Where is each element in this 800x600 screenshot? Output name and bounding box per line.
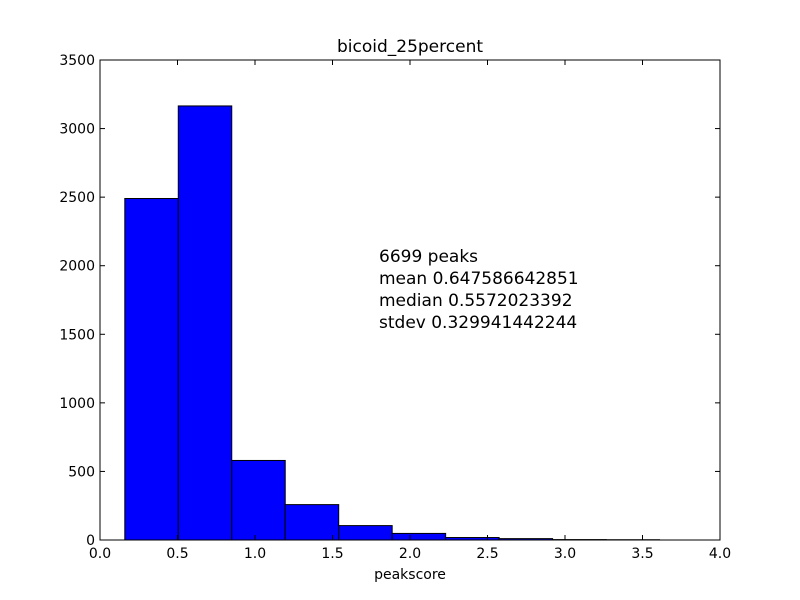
y-tick-label-4: 2000 (59, 259, 95, 275)
x-tick-label-5: 2.5 (476, 546, 498, 562)
annotation-mean: mean 0.647586642851 (379, 269, 579, 289)
y-tick-label-0: 0 (86, 533, 95, 549)
y-tick-label-2: 1000 (59, 396, 95, 412)
histogram-bar-3 (284, 504, 340, 541)
y-tick-label-3: 1500 (59, 327, 95, 343)
annotation-stdev: stdev 0.329941442244 (379, 313, 577, 333)
y-tick-label-5: 2500 (59, 190, 95, 206)
x-tick-label-6: 3.0 (554, 546, 576, 562)
histogram-bar-1 (177, 105, 233, 541)
histogram-bar-0 (124, 198, 179, 541)
histogram-bar-5 (391, 532, 447, 541)
y-tick-label-6: 3000 (59, 122, 95, 138)
x-tick-label-0: 0.0 (89, 546, 111, 562)
annotation-median: median 0.5572023392 (379, 291, 573, 311)
ticks-group: 0.0 0.5 1.0 1.5 2.0 2.5 3.0 3.5 4.0 0 500 1000 1500 2… (59, 53, 731, 562)
x-tick-label-4: 2.0 (399, 546, 421, 562)
x-tick-label-7: 3.5 (631, 546, 653, 562)
stats-annotation: 6699 peaks mean 0.647586642851 median 0.… (379, 247, 579, 333)
x-tick-label-3: 1.5 (321, 546, 343, 562)
x-tick-label-8: 4.0 (709, 546, 731, 562)
bars-group (124, 105, 661, 541)
chart-title: bicoid_25percent (337, 37, 483, 57)
x-tick-label-1: 0.5 (166, 546, 188, 562)
histogram-bar-2 (231, 459, 286, 541)
annotation-peaks: 6699 peaks (379, 247, 478, 267)
y-tick-label-7: 3500 (59, 53, 95, 69)
y-tick-label-1: 500 (68, 464, 95, 480)
x-tick-label-2: 1.0 (244, 546, 266, 562)
x-axis-label: peakscore (374, 567, 446, 583)
histogram-bar-4 (338, 525, 393, 541)
